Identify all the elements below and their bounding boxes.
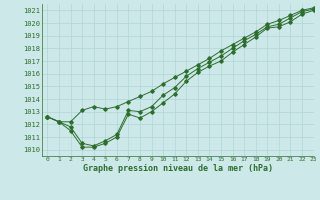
X-axis label: Graphe pression niveau de la mer (hPa): Graphe pression niveau de la mer (hPa) bbox=[83, 164, 273, 173]
